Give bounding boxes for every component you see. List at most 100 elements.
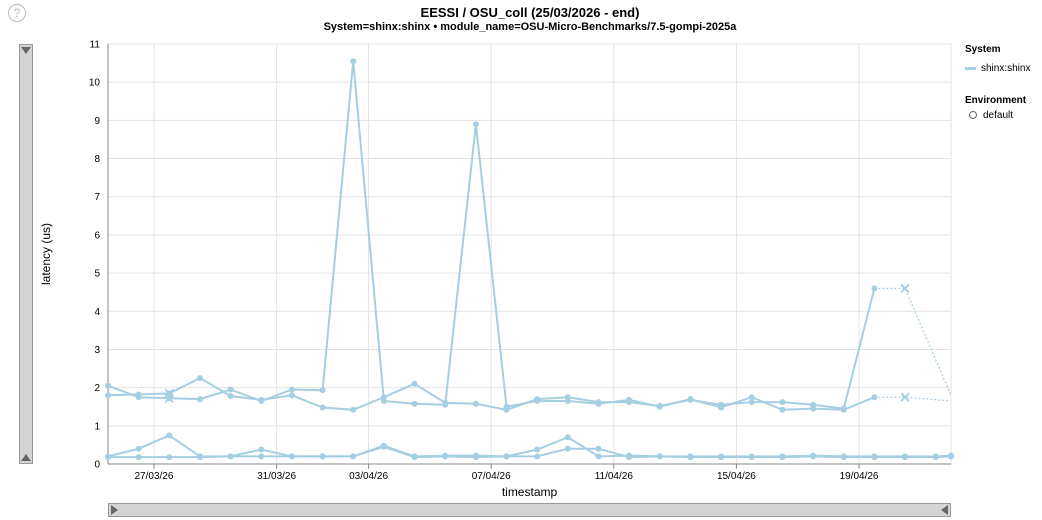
data-point	[472, 121, 479, 128]
legend-system: System shinx:shinx	[965, 44, 1030, 74]
data-point	[135, 391, 142, 398]
data-point	[350, 406, 357, 413]
failed-marker	[900, 283, 910, 294]
chart-subtitle: System=shinx:shinx • module_name=OSU-Mic…	[323, 21, 737, 33]
y-tick-label: 4	[94, 307, 100, 318]
data-point	[626, 399, 633, 406]
data-point	[380, 443, 387, 450]
series-line	[107, 61, 875, 411]
data-point	[718, 454, 725, 461]
data-point	[687, 454, 694, 461]
slider-left-arrow-icon[interactable]	[111, 505, 118, 515]
legend-environment: Environment default	[965, 95, 1026, 121]
y-tick-label: 10	[89, 78, 101, 89]
data-point	[656, 403, 663, 409]
data-point	[472, 400, 479, 407]
data-point	[411, 400, 418, 407]
slider-right-arrow-icon[interactable]	[941, 505, 948, 515]
data-point	[258, 446, 265, 453]
data-point	[442, 399, 449, 406]
data-point	[166, 432, 173, 439]
horizontal-range-slider[interactable]	[108, 503, 951, 517]
x-tick-label: 15/04/26	[717, 471, 756, 482]
data-point	[503, 453, 510, 460]
data-point	[135, 454, 142, 461]
data-point	[105, 392, 111, 399]
y-tick-label: 8	[94, 154, 100, 165]
series-dotted-segment	[874, 396, 952, 402]
data-point	[288, 392, 295, 399]
data-point	[197, 396, 203, 403]
slider-down-arrow-icon[interactable]	[21, 454, 31, 461]
data-point	[871, 454, 878, 461]
legend-item-default[interactable]: default	[965, 110, 1026, 121]
help-icon[interactable]: ?	[8, 4, 26, 22]
data-point	[687, 396, 694, 403]
data-point	[564, 434, 571, 441]
data-point	[197, 454, 203, 461]
data-point	[472, 454, 479, 461]
x-tick-label: 31/03/26	[257, 471, 296, 482]
data-point	[656, 453, 663, 460]
data-point	[840, 454, 847, 461]
data-point	[197, 375, 203, 382]
data-point	[948, 453, 954, 460]
series-line	[107, 288, 876, 411]
data-point	[779, 454, 786, 461]
data-point	[810, 401, 817, 408]
data-point	[871, 285, 878, 292]
series-dotted-segment	[874, 287, 952, 396]
data-point	[840, 405, 847, 412]
data-point	[319, 387, 326, 394]
data-point	[319, 404, 326, 411]
legend-item-shinx[interactable]: shinx:shinx	[965, 63, 1030, 74]
y-tick-label: 6	[94, 230, 100, 241]
data-point	[718, 401, 725, 408]
data-point	[258, 453, 265, 460]
chart-title: EESSI / OSU_coll (25/03/2026 - end)	[420, 5, 640, 20]
data-point	[534, 453, 541, 460]
data-point	[871, 394, 878, 401]
data-point	[411, 454, 418, 461]
data-point	[534, 446, 541, 453]
legend-environment-title: Environment	[965, 95, 1027, 106]
x-tick-label: 11/04/26	[595, 471, 634, 482]
legend-system-title: System	[965, 44, 1001, 55]
data-point	[748, 394, 755, 401]
x-tick-label: 03/04/26	[349, 471, 388, 482]
legend-item-label: default	[983, 110, 1014, 121]
x-tick-label: 07/04/26	[472, 471, 511, 482]
data-point	[288, 453, 295, 460]
data-point	[227, 453, 234, 460]
legend-item-label: shinx:shinx	[981, 63, 1031, 74]
x-tick-label: 19/04/26	[840, 471, 879, 482]
y-tick-label: 5	[94, 269, 100, 280]
data-point	[503, 406, 510, 413]
data-point	[105, 382, 111, 389]
y-tick-label: 11	[90, 40, 101, 51]
y-tick-label: 2	[94, 383, 100, 394]
x-tick-label: 27/03/26	[135, 471, 174, 482]
data-point	[319, 453, 326, 460]
data-point	[258, 396, 265, 403]
vertical-range-slider[interactable]	[19, 44, 33, 464]
data-point	[595, 453, 602, 460]
y-tick-label: 3	[94, 345, 100, 356]
data-point	[442, 453, 449, 460]
data-point	[779, 399, 786, 406]
y-tick-label: 1	[94, 421, 100, 432]
data-point	[288, 386, 295, 393]
data-point	[350, 453, 357, 460]
data-point	[595, 445, 602, 452]
data-point	[380, 394, 387, 401]
data-point	[932, 454, 939, 461]
x-axis-title: timestamp	[502, 485, 558, 499]
data-point	[350, 58, 357, 65]
y-tick-label: 9	[94, 116, 100, 127]
data-point	[166, 454, 173, 461]
legend-line-swatch	[965, 66, 976, 70]
failed-marker	[900, 392, 910, 402]
data-point	[810, 453, 817, 460]
slider-up-arrow-icon[interactable]	[21, 47, 31, 54]
